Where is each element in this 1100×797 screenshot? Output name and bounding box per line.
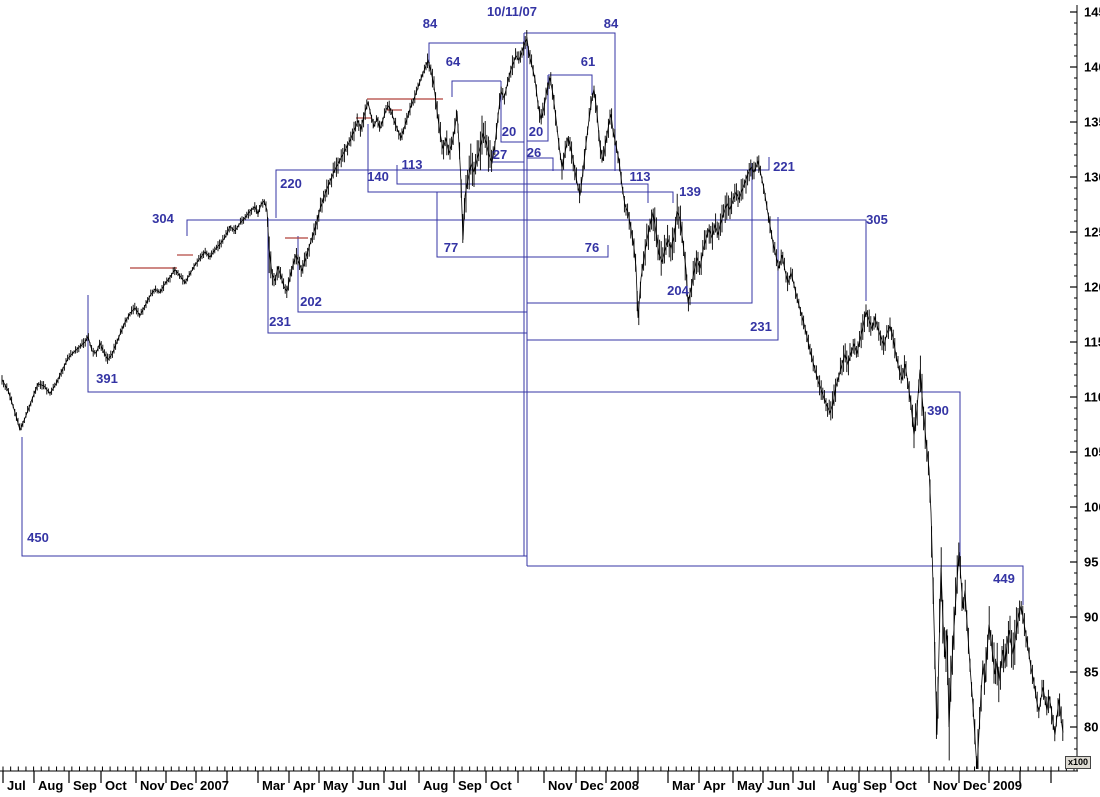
x-axis-month-label: Dec: [580, 778, 604, 793]
x-axis-month-label: Jun: [767, 778, 790, 793]
symmetry-count-label: 202: [300, 294, 322, 309]
symmetry-bracket-line: [527, 157, 554, 171]
x-axis-month-label: Nov: [933, 778, 958, 793]
x-axis-month-label: 2007: [200, 778, 229, 793]
x-axis-month-label: Oct: [105, 778, 127, 793]
symmetry-bracket-line: [524, 32, 616, 171]
symmetry-count-label: 27: [493, 147, 507, 162]
symmetry-count-label: 113: [402, 157, 423, 172]
symmetry-count-label: 305: [866, 212, 888, 227]
price-series: [1, 30, 1064, 770]
y-axis-tick-label: 85: [1084, 665, 1098, 680]
symmetry-bracket-line: [396, 165, 649, 203]
y-axis-tick-label: 135: [1084, 115, 1100, 130]
x-axis-month-label: 2008: [610, 778, 639, 793]
x-axis-month-label: Apr: [293, 778, 315, 793]
x-axis-month-label: Aug: [423, 778, 448, 793]
y-axis-tick-label: 115: [1084, 335, 1100, 350]
x-axis-month-label: Dec: [963, 778, 987, 793]
symmetry-bracket-line: [527, 565, 1024, 605]
symmetry-bracket-line: [527, 75, 549, 142]
symmetry-count-label: 113: [630, 169, 651, 184]
x-axis-month-label: Jun: [357, 778, 380, 793]
annotation-lines: [21, 32, 1024, 605]
y-axis-tick-label: 80: [1084, 720, 1098, 735]
y-axis-tick-label: 100: [1084, 500, 1100, 515]
symmetry-count-label: 450: [27, 530, 49, 545]
x-axis-month-label: Sep: [458, 778, 482, 793]
y-axis-tick-label: 95: [1084, 555, 1098, 570]
x-axis-month-label: Nov: [140, 778, 165, 793]
x-axis-month-label: Jul: [388, 778, 407, 793]
symmetry-bracket-line: [87, 295, 961, 566]
x-axis-month-label: Jul: [797, 778, 816, 793]
symmetry-count-label: 84: [423, 16, 438, 31]
x-axis-month-label: Aug: [38, 778, 63, 793]
x-axis-month-label: 2009: [993, 778, 1022, 793]
x-axis-month-label: Oct: [490, 778, 512, 793]
y-axis-tick-label: 110: [1084, 390, 1100, 405]
symmetry-bracket-line: [367, 124, 674, 203]
annotation-labels: 84 84 64 61 20 20 27 26 113 140 220 113 139 221 304 305…: [27, 16, 1015, 586]
symmetry-count-label: 61: [581, 54, 595, 69]
symmetry-count-label: 231: [269, 314, 291, 329]
x-axis-month-label: Oct: [895, 778, 917, 793]
peak-date-label: 10/11/07: [487, 4, 537, 19]
y-axis-tick-label: 145: [1084, 5, 1100, 20]
y-axis-tick-label: 140: [1084, 60, 1100, 75]
x-axis-month-label: Sep: [73, 778, 97, 793]
x-axis-month-label: Mar: [262, 778, 285, 793]
x-axis-month-label: May: [737, 778, 763, 793]
x-axis-month-label: Nov: [548, 778, 573, 793]
x-axis-month-label: Aug: [832, 778, 857, 793]
symmetry-count-label: 231: [750, 319, 772, 334]
x-axis-month-label: Mar: [672, 778, 695, 793]
y-axis-tick-label: 125: [1084, 225, 1100, 240]
symmetry-bracket-line: [548, 74, 593, 95]
symmetry-count-label: 390: [927, 403, 949, 418]
axes: [0, 5, 1078, 783]
symmetry-count-label: 220: [280, 176, 302, 191]
symmetry-bracket-line: [527, 163, 753, 304]
symmetry-count-label: 64: [446, 54, 461, 69]
x-axis-month-label: Apr: [703, 778, 725, 793]
y-axis-tick-label: 105: [1084, 445, 1100, 460]
symmetry-count-label: 20: [529, 124, 543, 139]
y-axis-tick-label: 130: [1084, 170, 1100, 185]
symmetry-bracket-line: [297, 236, 527, 313]
symmetry-count-label: 77: [444, 240, 458, 255]
y-axis-tick-label: 120: [1084, 280, 1100, 295]
symmetry-bracket-line: [428, 42, 524, 66]
scale-multiplier-badge: x100: [1065, 756, 1092, 769]
x-axis-month-label: Jul: [7, 778, 26, 793]
symmetry-count-label: 449: [993, 571, 1015, 586]
symmetry-bracket-line: [451, 80, 501, 97]
symmetry-bracket-line: [275, 157, 770, 218]
symmetry-count-label: 140: [367, 169, 389, 184]
symmetry-count-label: 139: [679, 184, 701, 199]
symmetry-count-label: 204: [667, 283, 689, 298]
y-axis-tick-label: 90: [1084, 610, 1098, 625]
x-axis-month-label: Dec: [170, 778, 194, 793]
symmetry-count-label: 304: [152, 211, 174, 226]
symmetry-bracket-line: [186, 219, 867, 301]
symmetry-bracket-line: [436, 192, 609, 258]
x-axis-labels: Jul Aug Sep Oct Nov Dec 2007 Mar Apr May Jun Jul Aug…: [7, 778, 1022, 793]
symmetry-bracket-line: [267, 218, 527, 334]
symmetry-count-label: 76: [585, 240, 599, 255]
x-axis-month-label: May: [323, 778, 349, 793]
symmetry-bracket-line: [21, 437, 527, 557]
symmetry-count-label: 221: [773, 159, 795, 174]
symmetry-count-label: 26: [527, 145, 541, 160]
symmetry-count-label: 20: [502, 124, 516, 139]
x-axis-month-label: Sep: [863, 778, 887, 793]
y-axis-labels: 145 140 135 130 125 120 115 110 105 100 95 90 85 80: [1084, 5, 1100, 735]
symmetry-bracket-line: [500, 81, 524, 143]
symmetry-count-label: 391: [96, 371, 118, 386]
symmetry-count-label: 84: [604, 16, 619, 31]
symmetry-bracket-line: [527, 217, 779, 341]
